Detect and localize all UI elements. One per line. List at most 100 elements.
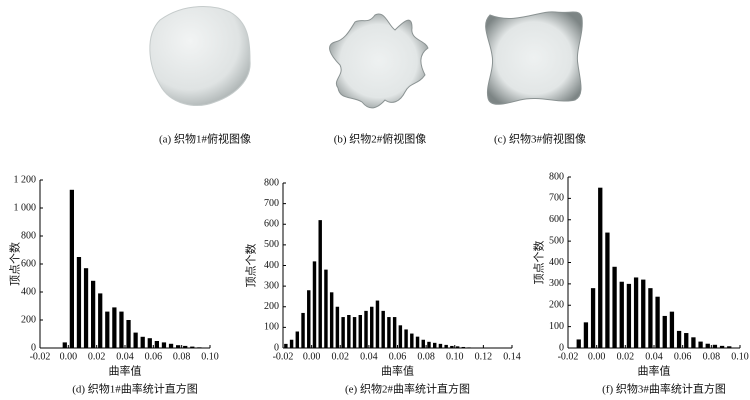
bar (147, 338, 152, 348)
bar (341, 317, 345, 348)
x-tick-label: 0.02 (332, 351, 350, 362)
bar (392, 317, 397, 348)
bar (455, 346, 460, 348)
bar (691, 337, 696, 348)
bar (161, 342, 167, 348)
image-caption: (b) 织物2#俯视图像 (334, 132, 427, 146)
bar (450, 345, 454, 348)
x-tick-label: -0.02 (30, 351, 51, 362)
bar (676, 330, 682, 348)
bar (387, 317, 391, 348)
bar (358, 315, 363, 348)
bar (655, 296, 660, 348)
y-tick-label: 0 (559, 342, 564, 353)
fabric-image-3 (485, 11, 583, 105)
bar (190, 346, 195, 348)
y-tick-label: 400 (264, 260, 279, 271)
bar (301, 312, 305, 348)
bar (318, 220, 322, 348)
bar (83, 268, 89, 348)
bar (329, 292, 334, 348)
bar (605, 232, 610, 348)
bar (69, 189, 74, 348)
y-tick-label: 600 (21, 258, 36, 269)
y-tick-label: 600 (549, 214, 564, 225)
bar (727, 346, 732, 348)
fabric-image-2 (329, 13, 429, 109)
y-tick-label: 800 (21, 230, 36, 241)
bar (583, 322, 589, 348)
bar (289, 339, 294, 348)
bar (284, 343, 288, 348)
bar (619, 281, 624, 348)
bar (370, 306, 374, 348)
chart-caption: (e) 织物2#曲率统计直方图 (345, 382, 470, 396)
bar (140, 336, 145, 348)
x-tick-label: 0.04 (645, 351, 663, 362)
y-tick-label: 200 (549, 300, 564, 311)
bar (684, 333, 689, 348)
x-tick-label: 0.14 (503, 351, 521, 362)
bar (62, 342, 67, 348)
x-axis-label: 曲率值 (381, 364, 414, 378)
bar (461, 346, 466, 348)
bar (415, 336, 420, 348)
x-tick-label: 0.06 (674, 351, 692, 362)
bar (626, 283, 632, 348)
bar (427, 341, 431, 348)
bar (312, 261, 317, 348)
bar (335, 306, 340, 348)
image-caption: (a) 织物1#俯视图像 (159, 132, 251, 146)
bar (168, 343, 174, 348)
y-tick-label: 800 (549, 171, 564, 182)
bar (648, 288, 653, 348)
bar (98, 293, 103, 348)
y-tick-label: 0 (274, 342, 279, 353)
y-axis-label: 顶点个数 (9, 242, 22, 286)
bar (119, 311, 124, 348)
y-tick-label: 200 (264, 301, 279, 312)
bar (633, 277, 639, 348)
bar (669, 311, 675, 348)
x-tick-label: -0.02 (273, 351, 294, 362)
y-tick-label: 700 (549, 193, 564, 204)
bar (444, 344, 448, 348)
bar (364, 310, 368, 348)
chart-caption: (d) 织物1#曲率统计直方图 (72, 382, 198, 396)
x-tick-label: 0.10 (446, 351, 464, 362)
bar (352, 317, 357, 348)
bar (105, 311, 110, 348)
y-tick-label: 700 (264, 198, 279, 209)
y-tick-label: 500 (264, 239, 279, 250)
y-tick-label: 0 (31, 342, 36, 353)
bar (598, 187, 603, 348)
bar (112, 307, 117, 348)
bar (398, 325, 403, 348)
x-tick-label: 0.08 (417, 351, 435, 362)
bar (438, 343, 443, 348)
x-tick-label: 0.08 (173, 351, 191, 362)
y-tick-label: 1 200 (14, 174, 37, 185)
y-tick-label: 400 (549, 257, 564, 268)
chart-caption: (f) 织物3#曲率统计直方图 (602, 382, 726, 396)
bar (307, 290, 311, 348)
bar (705, 343, 710, 348)
bar (126, 320, 131, 348)
bar (183, 345, 188, 348)
bar (590, 288, 596, 348)
y-axis-label: 顶点个数 (245, 244, 258, 288)
y-tick-label: 100 (264, 322, 279, 333)
x-tick-label: 0.04 (360, 351, 378, 362)
bar (698, 341, 703, 348)
y-tick-label: 200 (21, 314, 36, 325)
bar (641, 279, 646, 348)
x-axis-label: 曲率值 (638, 364, 671, 378)
x-tick-label: 0.04 (116, 351, 134, 362)
bar (410, 333, 414, 348)
bar (375, 300, 380, 348)
y-tick-label: 300 (549, 278, 564, 289)
bar (404, 329, 408, 348)
bar (576, 339, 581, 348)
bar (324, 269, 328, 348)
